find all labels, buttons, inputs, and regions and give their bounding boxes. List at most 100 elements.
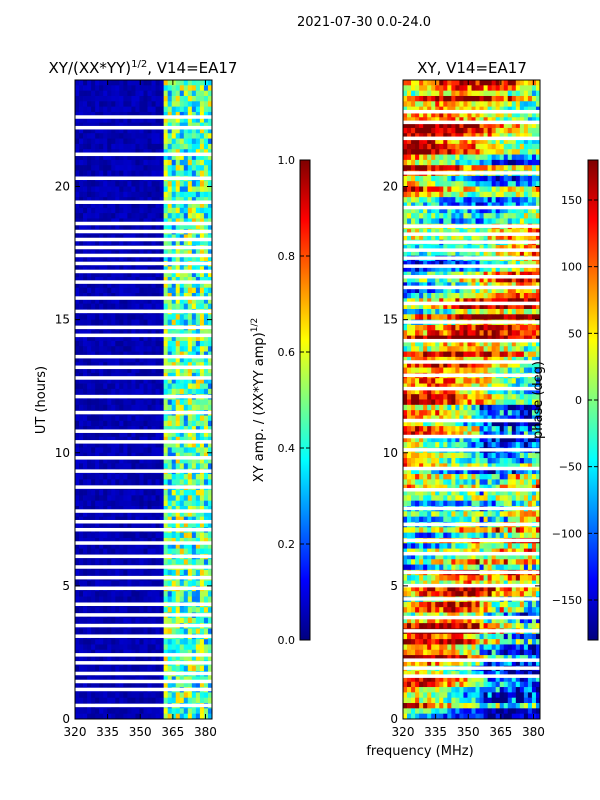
amp-heat-cell (103, 362, 108, 368)
phase-heat-cell (403, 133, 408, 139)
amp-heat-cell (207, 293, 213, 299)
amp-heat-cell (87, 122, 92, 129)
amp-heat-cell (127, 655, 132, 661)
amp-heat-cell (171, 649, 177, 656)
amp-heat-cell (83, 458, 88, 464)
phase-heat-cell (455, 149, 460, 155)
phase-heat-cell (535, 106, 541, 113)
amp-heat-cell (75, 159, 80, 166)
amp-heat-cell (99, 426, 104, 432)
amp-heat-cell (87, 442, 92, 448)
amp-heat-cell (207, 415, 213, 422)
amp-heat-cell (87, 537, 92, 544)
amp-heat-cell (135, 569, 140, 576)
amp-heat-cell (163, 154, 169, 161)
amp-heat-cell (191, 346, 197, 352)
phase-heat-cell (419, 80, 424, 86)
amp-heat-cell (127, 85, 132, 92)
amp-heat-cell (147, 298, 152, 305)
amp-heat-cell (119, 591, 124, 597)
phase-heat-cell (471, 90, 476, 97)
amp-heat-cell (175, 218, 181, 225)
amp-heat-cell (123, 506, 128, 512)
amp-heat-cell (123, 330, 128, 336)
amp-heat-cell (203, 521, 209, 528)
amp-flagged-row (75, 221, 212, 226)
amp-heat-cell (123, 303, 128, 310)
phase-heat-cell (427, 202, 432, 209)
amp-heat-cell (87, 713, 92, 720)
amp-heat-cell (179, 431, 185, 438)
amp-heat-cell (115, 548, 120, 555)
amp-heat-cell (163, 676, 169, 683)
amp-heat-cell (183, 511, 189, 518)
amp-heat-cell (187, 404, 193, 411)
amp-heat-cell (119, 383, 124, 390)
phase-heat-cell (475, 159, 480, 166)
amp-heat-cell (123, 266, 128, 273)
amp-heat-cell (159, 665, 165, 672)
amp-heat-cell (175, 415, 181, 422)
phase-heat-cell (443, 122, 448, 129)
amp-heat-cell (139, 293, 144, 299)
amp-heat-cell (163, 85, 169, 92)
amp-heat-cell (123, 356, 128, 363)
amp-heat-cell (87, 170, 92, 177)
amp-heat-cell (127, 138, 132, 145)
amp-heat-cell (207, 95, 213, 102)
phase-heat-cell (503, 191, 509, 198)
amp-heat-cell (111, 543, 116, 550)
amp-flagged-row (75, 679, 212, 684)
amp-heat-cell (183, 628, 189, 635)
amp-heat-cell (95, 644, 100, 651)
amp-heat-cell (191, 266, 197, 273)
amp-heat-cell (203, 607, 209, 613)
phase-heat-cell (459, 90, 464, 97)
amp-heat-cell (91, 133, 96, 139)
phase-heat-cell (495, 133, 501, 139)
amp-heat-cell (195, 596, 201, 603)
amp-heat-cell (135, 426, 140, 432)
amp-heat-cell (79, 271, 84, 278)
amp-heat-cell (123, 106, 128, 113)
amp-heat-cell (95, 452, 100, 459)
phase-heat-cell (499, 111, 505, 118)
phase-heat-cell (419, 154, 424, 161)
amp-heat-cell (131, 213, 136, 219)
amp-heat-cell (135, 649, 140, 656)
amp-heat-cell (143, 330, 148, 336)
phase-heat-cell (411, 106, 416, 113)
phase-heat-cell (483, 85, 489, 92)
phase-heat-cell (531, 154, 537, 161)
amp-heat-cell (95, 580, 100, 587)
amp-heat-cell (143, 213, 148, 219)
amp-heat-cell (139, 639, 144, 645)
amp-heat-cell (83, 80, 88, 86)
amp-heat-cell (203, 191, 209, 198)
amp-heat-cell (119, 282, 124, 289)
amp-heat-cell (103, 655, 108, 661)
amp-heat-cell (103, 80, 108, 86)
amp-heat-cell (183, 388, 189, 395)
phase-heat-cell (443, 165, 448, 171)
amp-heat-cell (135, 346, 140, 352)
phase-heat-cell (515, 149, 521, 155)
amp-heat-cell (195, 95, 201, 102)
phase-heat-cell (447, 122, 452, 129)
amp-heat-cell (203, 442, 209, 448)
amp-heat-cell (187, 697, 193, 704)
phase-heat-cell (419, 95, 424, 102)
amp-heat-cell (119, 181, 124, 187)
amp-heat-cell (87, 223, 92, 230)
amp-heat-cell (199, 346, 205, 352)
amp-heat-cell (147, 474, 152, 480)
amp-heat-cell (167, 367, 173, 374)
amp-heat-cell (203, 490, 209, 496)
amp-heat-cell (171, 351, 177, 358)
amp-heat-cell (135, 490, 140, 496)
amp-heat-cell (83, 90, 88, 97)
amp-heat-cell (147, 95, 152, 102)
amp-heat-cell (199, 559, 205, 565)
phase-heat-cell (499, 202, 505, 209)
amp-heat-cell (151, 250, 156, 257)
